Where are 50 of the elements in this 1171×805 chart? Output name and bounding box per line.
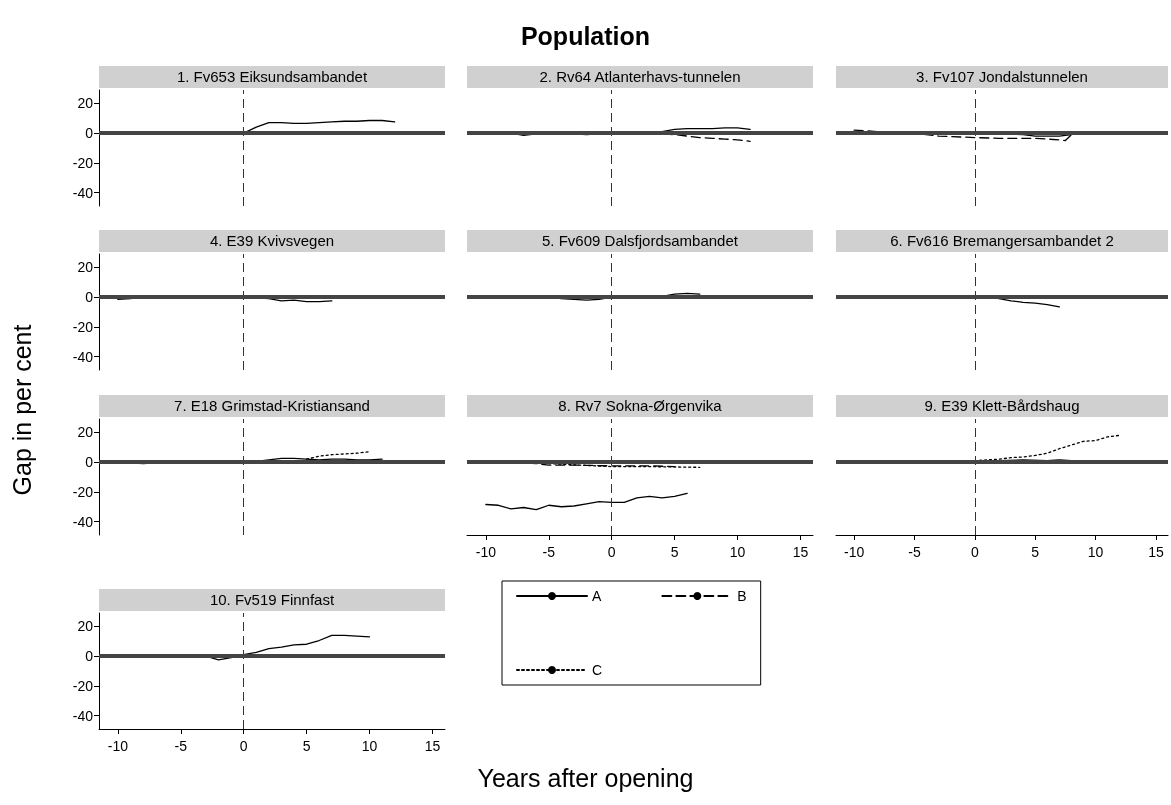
chart-title: 3. Fv107 Jondalstunnelen — [916, 68, 1088, 85]
chart-title: 6. Fv616 Bremangersambandet 2 — [890, 232, 1114, 249]
x-tick-label: -5 — [542, 544, 556, 560]
chart-title: 8. Rv7 Sokna-Ørgenvika — [558, 397, 723, 414]
chart-title: 1. Fv653 Eiksundsambandet — [176, 68, 368, 85]
y-tick-label: 20 — [77, 95, 94, 112]
y-tick-label: 0 — [85, 125, 94, 142]
y-tick-label: 20 — [77, 618, 94, 635]
y-tick-label: 20 — [77, 424, 94, 441]
chart-title: 10. Fv519 Finnfast — [209, 591, 335, 608]
x-tick-label: -10 — [843, 544, 865, 560]
x-tick-label: 5 — [302, 738, 311, 754]
chart-title: 9. E39 Klett-Bårdshaug — [924, 397, 1080, 414]
x-tick-label: 10 — [1087, 544, 1104, 560]
chart-title: 4. E39 Kvivsvegen — [209, 232, 335, 249]
x-tick-label: 15 — [792, 544, 809, 560]
chart-title: 2. Rv64 Atlanterhavs-tunnelen — [539, 68, 741, 85]
x-tick-label: -5 — [174, 738, 188, 754]
y-tick-label: -20 — [72, 154, 94, 171]
y-tick-label: 0 — [85, 648, 94, 665]
x-tick-label: 0 — [607, 544, 616, 560]
legend-label: A — [592, 588, 602, 604]
text: Population — [519, 22, 652, 51]
legend-label: C — [592, 662, 603, 678]
y-tick-label: -40 — [72, 348, 94, 365]
x-tick-label: 10 — [361, 738, 378, 754]
x-tick-label: 0 — [970, 544, 979, 560]
x-tick-label: 5 — [670, 544, 679, 560]
x-tick-label: -10 — [107, 738, 129, 754]
x-tick-label: 0 — [239, 738, 248, 754]
text: Gap in per cent — [7, 324, 37, 496]
x-tick-label: -10 — [475, 544, 497, 560]
x-tick-label: 15 — [424, 738, 441, 754]
y-tick-label: -40 — [72, 513, 94, 530]
y-tick-label: -40 — [72, 184, 94, 201]
y-tick-label: -20 — [72, 677, 94, 694]
y-tick-label: -40 — [72, 707, 94, 724]
x-tick-label: -5 — [908, 544, 921, 560]
chart-title: 5. Fv609 Dalsfjordsambandet — [542, 232, 739, 249]
y-tick-label: 0 — [85, 289, 94, 306]
y-tick-label: -20 — [72, 483, 94, 500]
text: Years after opening — [476, 764, 695, 793]
x-tick-label: 15 — [1148, 544, 1164, 560]
x-tick-label: 10 — [729, 544, 746, 560]
x-tick-label: 5 — [1031, 544, 1040, 560]
y-tick-label: 20 — [77, 259, 94, 276]
y-tick-label: -20 — [72, 318, 94, 335]
chart-title: 7. E18 Grimstad-Kristiansand — [174, 397, 370, 414]
legend-label: B — [737, 588, 747, 604]
y-tick-label: 0 — [85, 454, 94, 471]
